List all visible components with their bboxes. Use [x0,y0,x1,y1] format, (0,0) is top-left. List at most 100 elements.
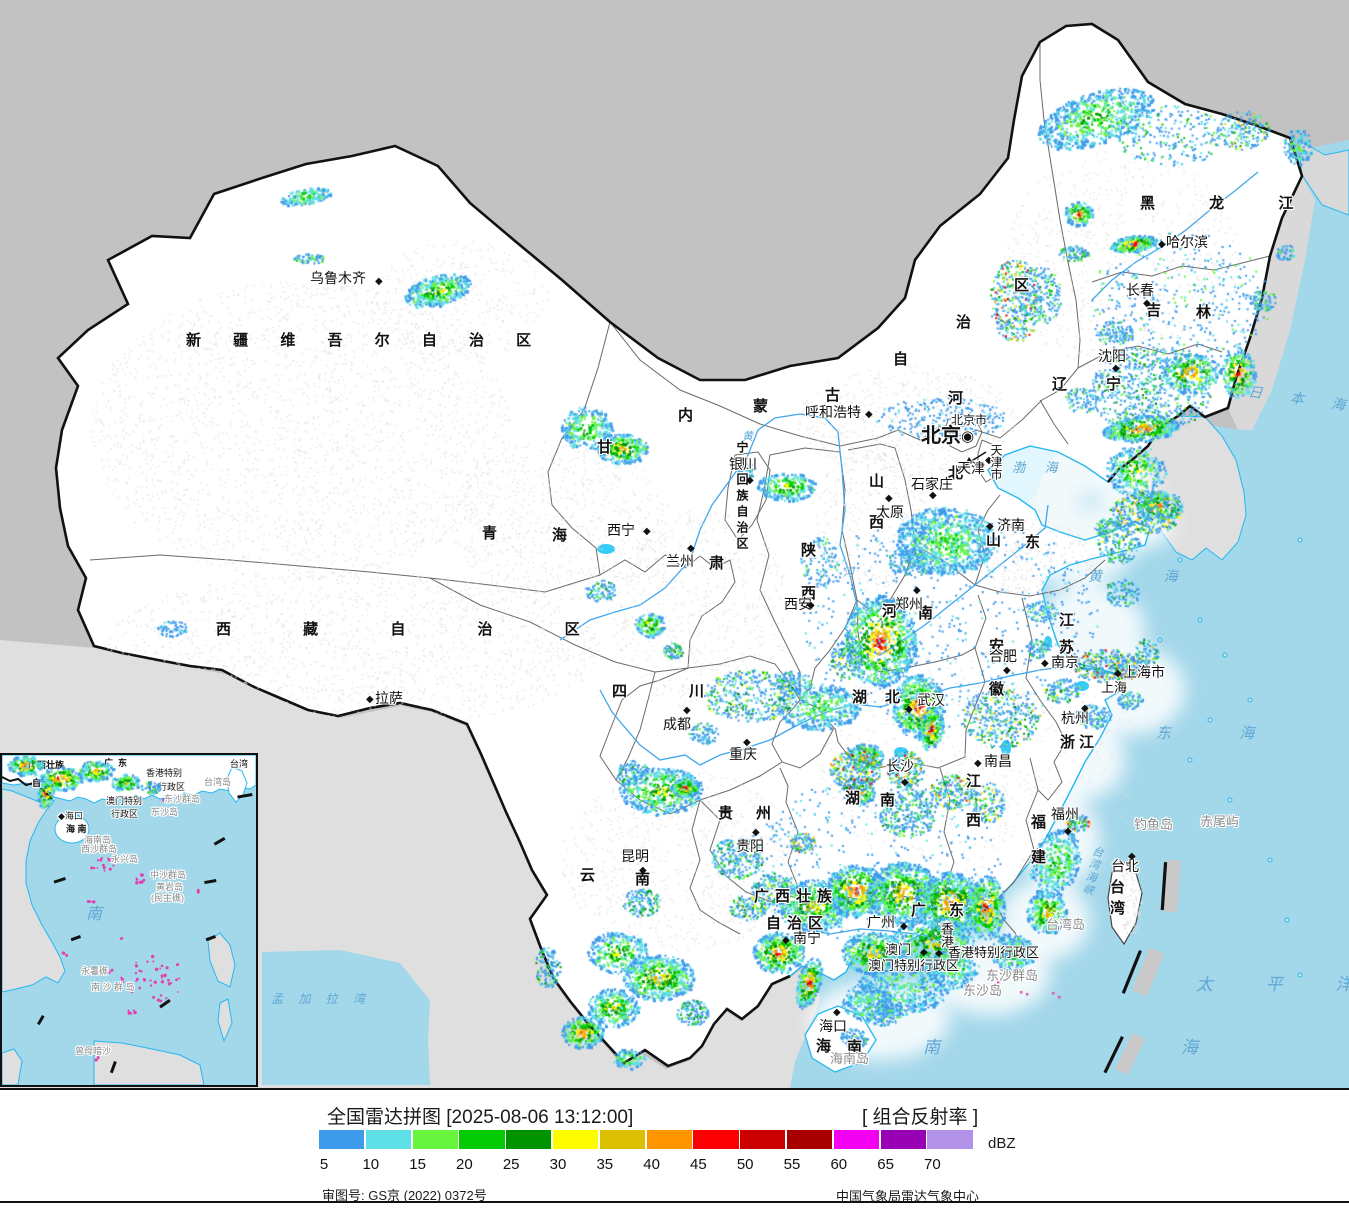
province-label: 福建 [1029,814,1046,884]
city-label: 天津 [957,460,985,476]
province-label: 川 [689,683,705,700]
city-label: 上海市 [1123,664,1165,680]
island-label: 台湾岛 [1046,917,1086,932]
city-label: 哈尔滨 [1166,234,1208,250]
city-label: 福州 [1051,806,1079,822]
dbz-swatch [365,1130,412,1149]
city-label: 石家庄 [911,476,953,492]
province-label: 江苏 [1057,612,1074,666]
city-marker-icon: ◆ [865,409,873,420]
city-label: 西宁 [607,522,635,538]
city-marker-icon: ◆ [974,758,982,769]
province-label: 宁 [1106,376,1122,393]
city-label: 北京市 [951,413,988,427]
city-marker-icon: ◆ [683,705,691,716]
province-label: 古 [825,387,841,404]
dbz-tick: 55 [783,1156,801,1173]
city-marker-icon: ◆ [687,543,695,554]
dbz-swatch [880,1130,926,1149]
dbz-swatch [646,1130,692,1149]
province-label: 辽 [1052,376,1068,393]
city-marker-icon: ◆ [986,521,994,532]
data-source: 中国气象局雷达气象中心 [836,1189,980,1204]
city-label: 香港 [939,922,954,948]
dbz-tick: 30 [549,1156,567,1173]
sea-label: 渤 海 [1012,460,1066,475]
dbz-tick: 50 [736,1156,754,1173]
sea-label: 太 平 洋 [1196,975,1349,994]
city-marker-icon: ◆ [935,948,943,959]
city-label: 广州 [867,914,895,930]
city-label: 成都 [663,716,691,732]
province-label: 河北 [946,390,963,540]
province-label: 甘 [597,439,613,456]
dbz-swatch [693,1130,739,1149]
approval-number: 审图号: GS京 (2022) 0372号 [322,1188,487,1203]
city-label: 台北 [1111,858,1139,874]
province-label: 东 [1025,534,1041,551]
city-marker-icon: ◆ [1064,826,1072,837]
city-label: 澳门 [885,942,912,957]
dbz-tick: 40 [643,1156,660,1173]
province-label: 江西 [964,773,981,851]
city-marker-icon: ◆ [782,935,790,946]
dbz-unit: dBZ [988,1135,1016,1152]
province-label: 广西壮族 [754,888,839,905]
province-label: 山 [986,532,1002,549]
city-marker-icon: ◆ [743,737,751,748]
city-marker-icon: ◆ [1112,363,1120,374]
province-label: 青 [482,525,498,542]
city-marker-icon: ◆ [905,704,913,715]
city-label: 海口 [819,1018,847,1034]
dbz-tick: 5 [319,1156,329,1173]
province-label: 云 [580,867,596,884]
province-label: 山西 [867,473,884,555]
island-label: 海南岛 [830,1051,870,1066]
city-marker-icon: ◆ [1081,703,1089,714]
dbz-swatch [506,1130,552,1149]
sea-label: 河 [843,567,856,579]
city-label: 天津市 [989,444,1003,480]
sea-label: 台湾海峡 [1079,844,1105,898]
city-marker-icon: ◆ [1003,665,1011,676]
province-label: 广 [911,902,927,919]
dbz-swatch [459,1130,505,1149]
city-marker-icon: ◆ [985,455,993,466]
province-label: 贵 [718,805,734,822]
city-label: 合肥 [989,648,1017,664]
dbz-tick: 35 [596,1156,614,1173]
dbz-tick: 45 [690,1156,707,1173]
province-label: 南 [880,792,896,809]
city-marker-icon: ◆ [1158,239,1166,250]
city-label: 贵阳 [736,838,764,854]
city-marker-icon: ◆ [1041,658,1049,669]
city-label: 南宁 [793,930,821,946]
city-marker-icon: ◆ [643,526,651,537]
city-label: 郑州 [895,596,923,612]
city-label: 西安 [784,596,812,612]
city-label: 兰州 [666,553,694,569]
sea-label: 孟 加 拉 湾 [271,992,372,1006]
city-label: 长春 [1126,282,1154,298]
city-label: 香港特别行政区 [948,945,1040,960]
province-label: 内 [678,407,694,424]
city-label: 南京 [1051,654,1079,670]
legend-panel: 全国雷达拼图 [2025-08-06 13:12:00] [ 组合反射率 ] 5… [0,1088,1349,1204]
province-label: 湖 [845,790,861,807]
dbz-tick: 20 [456,1156,473,1173]
city-label: 杭州 [1061,710,1089,726]
city-label: 济南 [997,517,1025,533]
city-label: 澳门特别行政区 [868,958,960,973]
province-label: 四 [612,683,628,700]
city-marker-icon: ◆ [807,600,815,611]
city-label: 武汉 [917,692,945,708]
province-label: 东 [949,902,965,919]
legend-product-label: [ 组合反射率 ] [862,1107,979,1128]
city-label: 昆明 [621,848,649,864]
city-marker-icon: ◆ [375,276,383,287]
province-label: 安徽 [987,638,1004,724]
province-label: 宁夏回族自治区 [735,441,749,553]
city-marker-icon: ◆ [920,947,928,958]
island-label: 东沙岛 [963,983,1003,998]
